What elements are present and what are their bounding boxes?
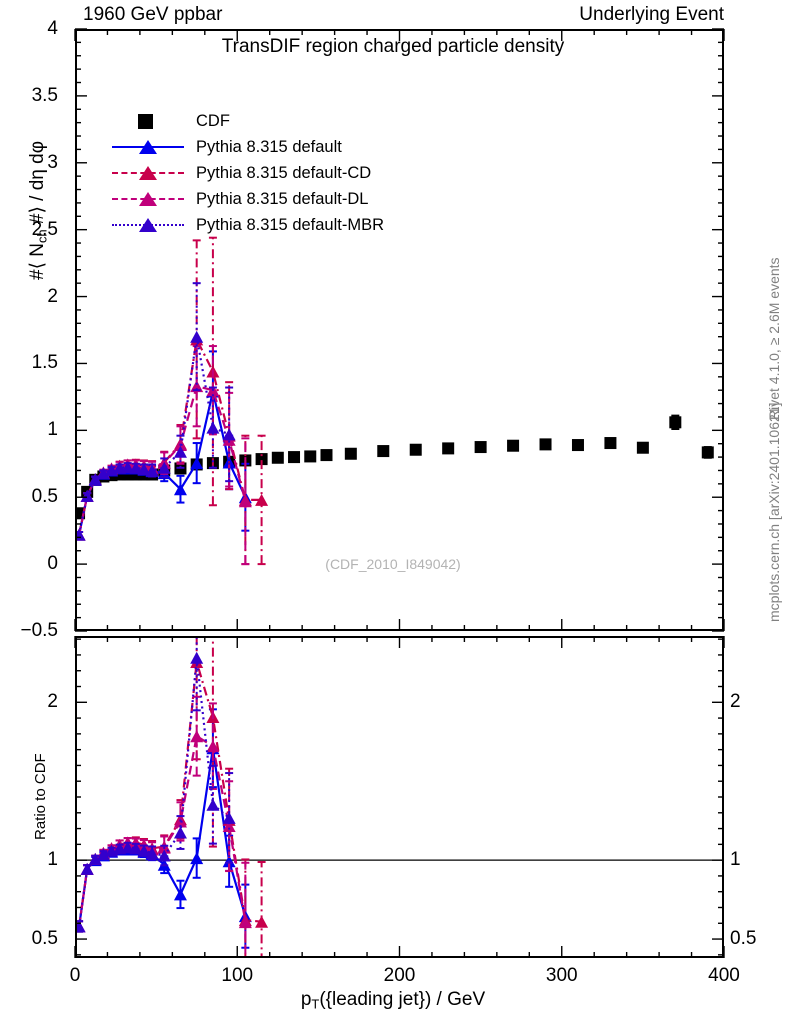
x-axis-label: pT({leading jet}) / GeV (300, 989, 486, 1012)
main-series-svg (77, 236, 714, 566)
y-tick-label-main: 2 (47, 285, 58, 307)
series-pythia-8-315-default-dl (77, 345, 252, 566)
legend-label: Pythia 8.315 default (196, 137, 342, 156)
ratio-series-svg (77, 638, 722, 956)
y-tick-label-main: −0.5 (20, 620, 58, 641)
y-tick-label-main: 2.5 (31, 218, 58, 240)
x-tick-label: 100 (221, 965, 254, 986)
legend-key-triangle-icon (112, 189, 184, 209)
y-tick-label-main: 3 (47, 151, 58, 173)
legend-item[interactable]: Pythia 8.315 default-MBR (112, 212, 384, 238)
legend-key-triangle-icon (112, 137, 184, 157)
legend-square-marker-icon (138, 114, 153, 129)
ratio-plot-area (77, 638, 722, 956)
series-pythia-8-315-default-cd (77, 236, 269, 566)
legend-key-square-icon (112, 111, 184, 131)
y-tick-label-ratio-right: 0.5 (730, 928, 757, 950)
legend-item[interactable]: Pythia 8.315 default (112, 134, 384, 160)
rivet-version-note: Rivet 4.1.0, ≥ 2.6M events (766, 257, 782, 420)
series-pythia-8-315-default (77, 350, 252, 541)
legend-label: Pythia 8.315 default-MBR (196, 215, 385, 234)
x-tick-label: 200 (383, 965, 416, 986)
legend-label: Pythia 8.315 default-CD (196, 163, 372, 182)
header-right-analysis-category: Underlying Event (579, 4, 724, 25)
header-left-beam-info: 1960 GeV ppbar (83, 4, 223, 25)
y-tick-label-main: 3.5 (31, 84, 58, 106)
x-tick-label: 300 (545, 965, 578, 986)
main-plot-panel (75, 29, 724, 631)
y-tick-label-main: 0.5 (31, 486, 58, 508)
y-tick-label-main: 1 (47, 419, 58, 441)
series-pythia-8-315-default-mbr (77, 282, 236, 541)
x-tick-label: 400 (708, 965, 740, 986)
plot-title: TransDIF region charged particle density (221, 36, 565, 57)
legend-item[interactable]: Pythia 8.315 default-DL (112, 186, 384, 212)
legend-label: CDF (196, 111, 230, 130)
series-pythia-8-315-default-dl (77, 695, 252, 956)
y-tick-label-ratio-right: 2 (730, 691, 741, 713)
series-cdf (77, 414, 714, 520)
x-tick-label: 0 (69, 965, 81, 986)
y-tick-label-ratio: 1 (47, 849, 58, 871)
legend-item[interactable]: Pythia 8.315 default-CD (112, 160, 384, 186)
ratio-plot-panel (75, 636, 724, 958)
y-tick-label-main: 0 (47, 553, 58, 575)
mcplots-reference-note: mcplots.cern.ch [arXiv:2401.10621] (766, 402, 782, 622)
main-y-axis-label: #⟨ Nch #⟩ / dη dφ (27, 140, 50, 280)
series-pythia-8-315-default-cd (77, 638, 269, 956)
analysis-id-watermark: (CDF_2010_I849042) (325, 556, 461, 572)
series-pythia-8-315-default-mbr (77, 638, 236, 933)
y-tick-label-main: 4 (47, 18, 58, 39)
legend-key-triangle-icon (112, 163, 184, 183)
legend-label: Pythia 8.315 default-DL (196, 189, 369, 208)
ratio-y-axis-label: Ratio to CDF (32, 753, 49, 840)
legend-key-triangle-icon (112, 215, 184, 235)
y-tick-label-ratio: 0.5 (31, 928, 58, 950)
legend-item[interactable]: CDF (112, 108, 384, 134)
y-tick-label-ratio-right: 1 (730, 849, 741, 871)
legend-triangle-marker-icon (139, 192, 157, 206)
legend-triangle-marker-icon (139, 140, 157, 154)
legend-triangle-marker-icon (139, 166, 157, 180)
y-tick-label-main: 1.5 (31, 352, 58, 374)
main-plot-area (77, 31, 722, 629)
legend-triangle-marker-icon (139, 218, 157, 232)
y-tick-label-ratio: 2 (47, 691, 58, 713)
legend: CDF Pythia 8.315 default Pythia 8.315 defa… (112, 108, 384, 238)
